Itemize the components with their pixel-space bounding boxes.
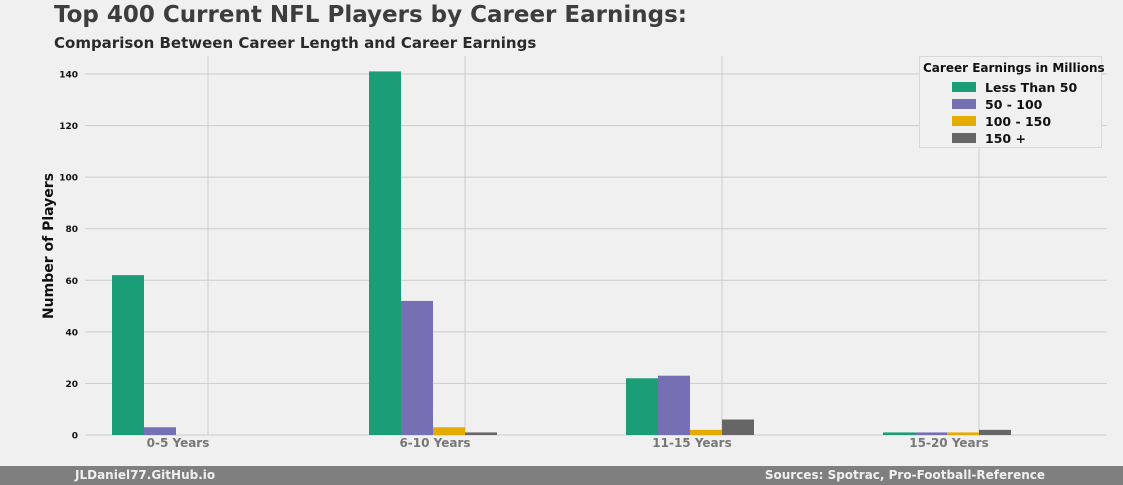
legend-item-less-than-50: Less Than 50 (952, 79, 1077, 95)
y-tick-label: 80 (65, 225, 78, 235)
legend-label: 100 - 150 (985, 113, 1052, 129)
y-axis-label: Number of Players (41, 173, 57, 319)
bar-150-3 (979, 429, 1011, 435)
legend-item-100-150: 100 - 150 (952, 113, 1051, 129)
y-tick-label: 100 (59, 174, 78, 184)
bar-100-150-1 (433, 427, 465, 435)
legend-swatch (952, 99, 976, 109)
x-tick-label: 15-20 Years (909, 436, 988, 450)
legend-label: 150 + (985, 130, 1026, 146)
legend-label: Less Than 50 (985, 79, 1078, 95)
x-tick-label: 6-10 Years (399, 436, 470, 450)
bar-50-100-0 (144, 427, 176, 435)
footer-bar: JLDaniel77.GitHub.io Sources: Spotrac, P… (0, 466, 1123, 485)
bar-50-100-2 (658, 375, 690, 435)
y-tick-label: 40 (65, 328, 78, 338)
y-tick-label: 60 (65, 277, 78, 287)
legend-swatch (952, 133, 976, 143)
bar-50-100-3 (915, 432, 947, 435)
bars (112, 71, 1011, 436)
y-tick-label: 140 (59, 71, 78, 81)
x-tick-label: 0-5 Years (147, 436, 210, 450)
bar-150-1 (465, 432, 497, 435)
y-tick-label: 120 (59, 122, 78, 132)
bar-50-100-1 (401, 300, 433, 435)
chart-title: Top 400 Current NFL Players by Career Ea… (54, 2, 687, 28)
legend-swatch (952, 82, 976, 92)
y-tick-label: 20 (65, 380, 78, 390)
x-tick-label: 11-15 Years (652, 436, 731, 450)
bar-less-than-50-0 (112, 275, 144, 435)
bar-150-2 (722, 419, 754, 435)
legend-item-50-100: 50 - 100 (952, 96, 1042, 112)
chart-subtitle: Comparison Between Career Length and Car… (54, 34, 537, 52)
bar-100-150-3 (947, 432, 979, 435)
footer-site-link[interactable]: JLDaniel77.GitHub.io (75, 468, 216, 482)
legend-swatch (952, 116, 976, 126)
y-tick-label: 0 (72, 432, 78, 442)
legend: Career Earnings in Millions Less Than 50… (919, 56, 1105, 148)
bar-100-150-2 (690, 429, 722, 435)
legend-title: Career Earnings in Millions (923, 61, 1105, 75)
bar-less-than-50-3 (883, 432, 915, 435)
bar-less-than-50-2 (626, 378, 658, 435)
footer-sources: Sources: Spotrac, Pro-Football-Reference (764, 468, 1045, 482)
legend-item-150-plus: 150 + (952, 130, 1026, 146)
bar-less-than-50-1 (369, 71, 401, 436)
tick-labels: 0 20 40 60 80 100 120 140 0-5 Years 6-10 Years 11-… (59, 71, 989, 451)
legend-label: 50 - 100 (985, 96, 1043, 112)
